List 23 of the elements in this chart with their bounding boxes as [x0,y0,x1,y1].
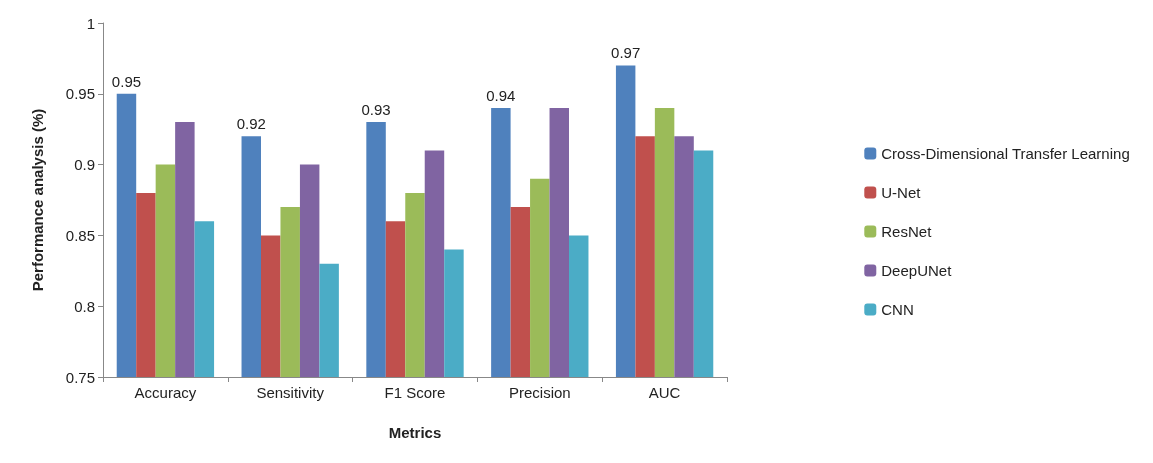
data-label: 0.95 [111,72,142,90]
legend-label: U-Net [881,184,922,201]
y-tick-label: 1 [86,14,95,32]
y-tick-label: 0.75 [65,368,95,386]
legend-label: Cross-Dimensional Transfer Learning [881,145,1130,162]
data-label: 0.94 [486,86,516,104]
x-tick-label: AUC [648,384,681,401]
legend-label: ResNet [881,223,933,240]
x-axis-title: Metrics [388,424,442,441]
data-label: 0.97 [611,44,641,62]
x-tick-label: Accuracy [134,384,197,401]
data-label: 0.92 [236,115,266,133]
x-tick-label: Precision [508,384,571,401]
y-tick-label: 0.8 [74,297,95,315]
x-tick-label: Sensitivity [256,384,325,401]
y-axis-title: Performance analysis (%) [29,108,46,292]
legend-label: CNN [881,301,914,318]
legend-label: DeepUNet [881,262,953,279]
y-tick-label: 0.9 [74,156,95,174]
y-tick-label: 0.85 [65,226,95,244]
y-tick-label: 0.95 [65,85,95,103]
x-tick-label: F1 Score [384,384,446,401]
data-label: 0.93 [361,101,391,119]
